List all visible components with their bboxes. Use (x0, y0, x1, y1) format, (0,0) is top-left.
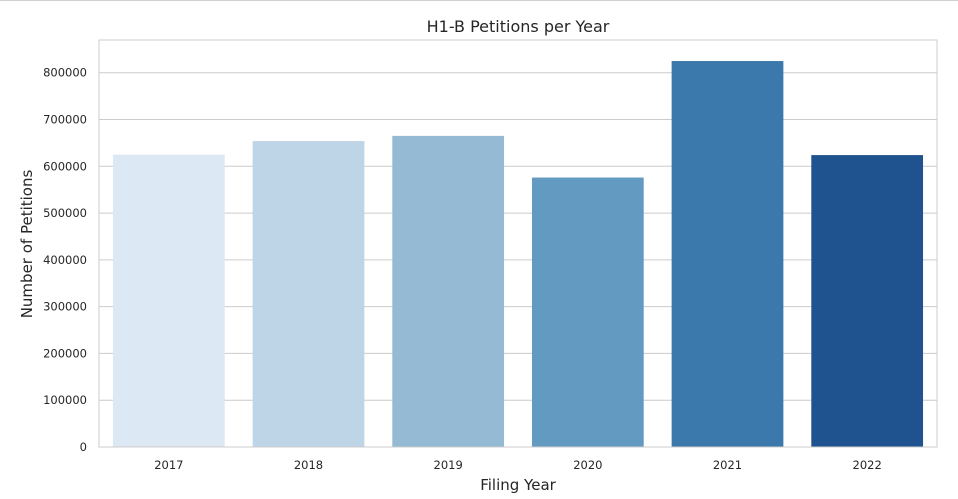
x-tick-label: 2017 (154, 458, 183, 472)
top-border-line (0, 0, 958, 1)
plot-frame (98, 39, 938, 448)
y-tick-label: 700000 (43, 113, 87, 127)
bar-2018 (252, 141, 365, 447)
x-tick-label: 2018 (294, 458, 323, 472)
x-tick-label: 2021 (713, 458, 742, 472)
y-tick-label: 0 (80, 440, 87, 454)
x-tick-labels: 2017 2018 2019 2020 2021 2022 (154, 458, 882, 472)
bar-2022 (811, 155, 924, 447)
y-tick-label: 800000 (43, 66, 87, 80)
chart-title: H1-B Petitions per Year (427, 17, 610, 36)
bar-2019 (392, 135, 505, 448)
bar-2020 (531, 177, 644, 447)
x-axis-label: Filing Year (480, 476, 556, 494)
y-tick-label: 300000 (43, 300, 87, 314)
y-tick-label: 400000 (43, 253, 87, 267)
x-tick-label: 2019 (434, 458, 463, 472)
bars (112, 61, 924, 448)
y-tick-label: 200000 (43, 346, 87, 360)
y-tick-label: 500000 (43, 206, 87, 220)
bar-2021 (671, 61, 784, 447)
y-tick-labels: 0 100000 200000 300000 400000 500000 600000 700… (43, 66, 87, 454)
x-tick-label: 2022 (853, 458, 882, 472)
y-tick-label: 600000 (43, 159, 87, 173)
bar-2017 (112, 154, 225, 448)
y-axis-label: Number of Petitions (18, 170, 36, 319)
y-tick-label: 100000 (43, 393, 87, 407)
x-tick-label: 2020 (573, 458, 602, 472)
